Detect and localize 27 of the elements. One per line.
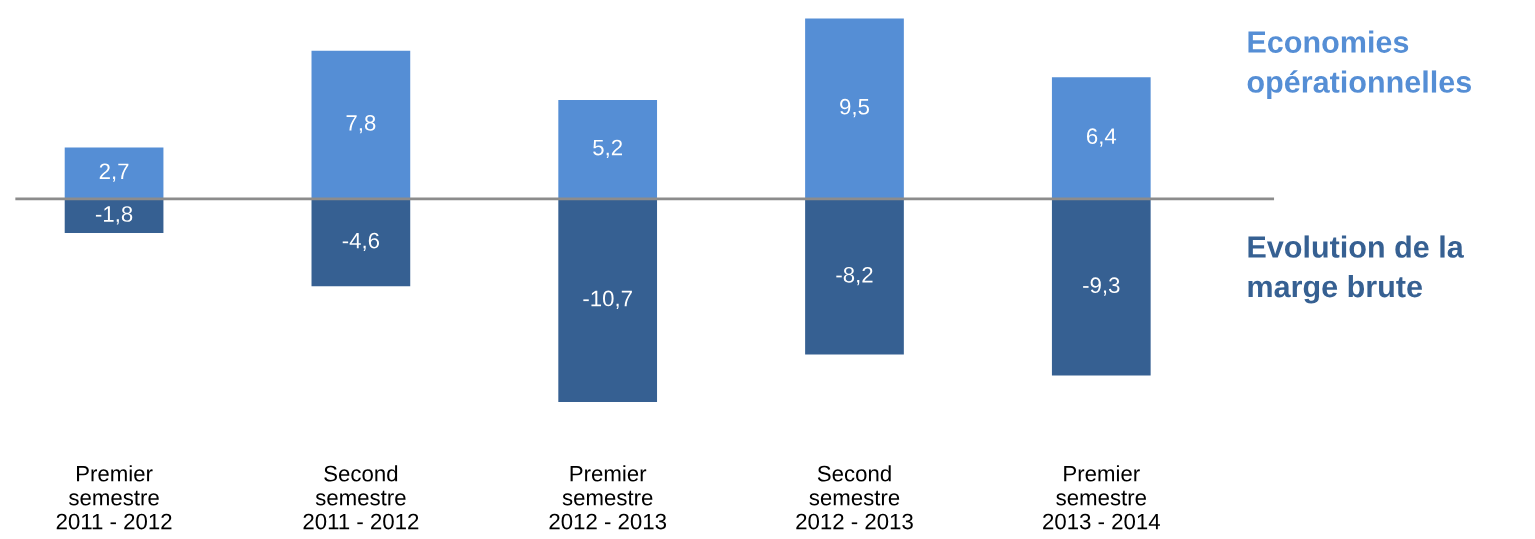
- data-label: -9,3: [1083, 277, 1120, 296]
- x-tick-label: Premier semestre 2012 - 2013: [549, 465, 667, 530]
- bar: [64, 147, 164, 199]
- data-label: -8,2: [836, 266, 873, 286]
- x-tick-label: Premier semestre 2011 - 2012: [56, 465, 172, 530]
- data-label: 6,4: [1086, 128, 1117, 147]
- bar: [64, 198, 164, 233]
- data-label: 2,7: [99, 163, 129, 182]
- bar: [1051, 77, 1151, 199]
- data-label: 7,8: [346, 115, 376, 134]
- data-label: -4,6: [342, 232, 380, 252]
- bar: [311, 50, 411, 199]
- data-label: -1,8: [95, 206, 133, 225]
- data-label: 9,5: [840, 98, 869, 118]
- bar: [805, 198, 904, 355]
- bar: [558, 100, 658, 199]
- data-label: 5,2: [593, 139, 623, 159]
- x-tick-label: Second semestre 2012 - 2013: [796, 465, 913, 530]
- bar: [558, 198, 658, 402]
- text: Evolution de la marge brute: [1248, 235, 1464, 304]
- bar: [805, 18, 904, 199]
- x-tick-label: Second semestre 2011 - 2012: [303, 465, 419, 530]
- bar: [1051, 198, 1151, 376]
- data-label: -10,7: [583, 290, 632, 309]
- x-tick-label: Premier semestre 2013 - 2014: [1043, 465, 1160, 530]
- bar: [311, 198, 411, 287]
- text: Economies opérationnelles: [1247, 30, 1471, 99]
